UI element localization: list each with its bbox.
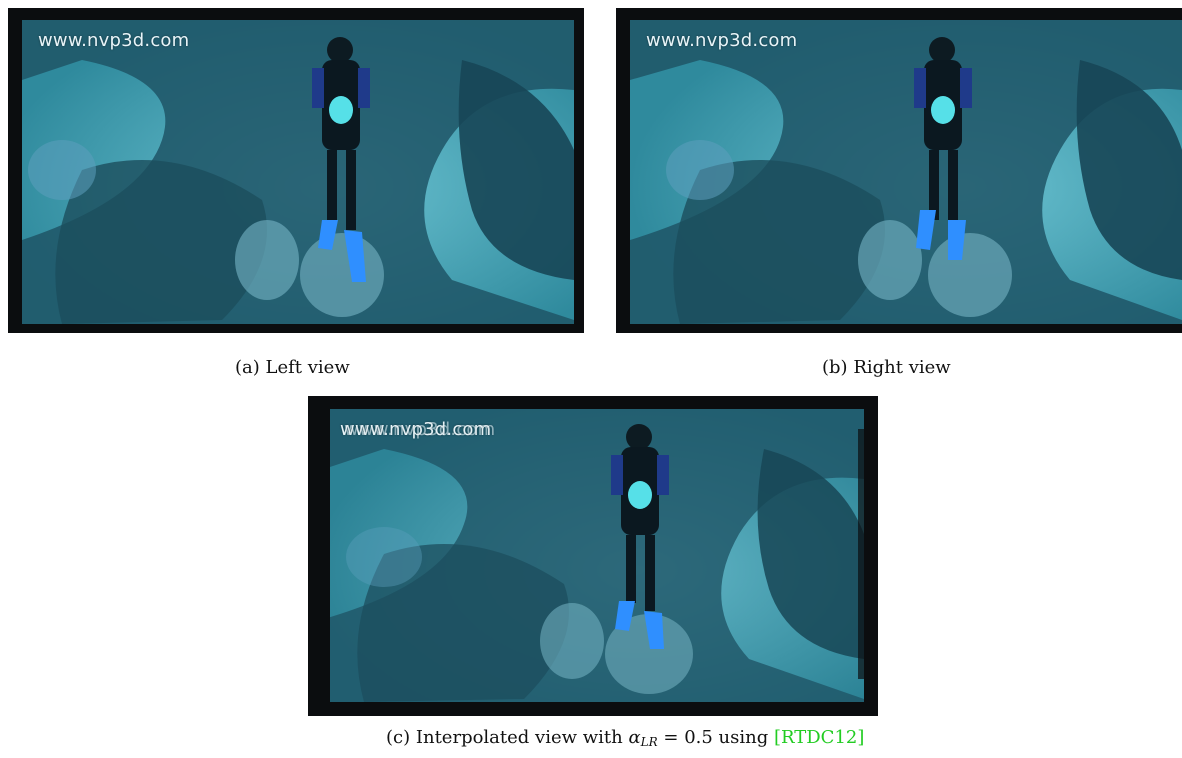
watermark-right: www.nvp3d.com — [646, 30, 798, 51]
diver-scene-right — [630, 20, 1182, 324]
caption-right-view: (b) Right view — [822, 357, 951, 378]
diver-left — [312, 37, 370, 282]
caption-prefix-c: Interpolated view with — [415, 727, 623, 748]
right-view-image: www.nvp3d.com — [616, 8, 1182, 333]
caption-label-c: (c) — [386, 727, 411, 748]
alpha-subscript: LR — [640, 735, 658, 749]
caption-label-a: (a) — [235, 357, 260, 378]
underwater-scene-interpolated: www.nvp3d.com www.nvp3d.com — [324, 409, 864, 702]
underwater-scene-left: www.nvp3d.com — [22, 20, 574, 324]
alpha-value: = 0.5 using — [663, 727, 769, 748]
watermark-interpolated: www.nvp3d.com — [340, 419, 492, 440]
diver-right — [914, 37, 972, 260]
alpha-symbol: α — [628, 727, 641, 748]
underwater-scene-right: www.nvp3d.com — [630, 20, 1182, 324]
diver-interpolated — [611, 424, 669, 649]
caption-text-b: Right view — [853, 357, 951, 378]
watermark-left: www.nvp3d.com — [38, 30, 190, 51]
diver-scene-left — [22, 20, 574, 324]
watermark-interpolated-ghost: www.nvp3d.com — [344, 419, 496, 440]
caption-interpolated-view: (c) Interpolated view with αLR = 0.5 usi… — [386, 727, 864, 749]
citation-link[interactable]: [RTDC12] — [773, 727, 865, 748]
caption-label-b: (b) — [822, 357, 848, 378]
caption-left-view: (a) Left view — [235, 357, 350, 378]
diver-scene-interpolated — [324, 409, 864, 702]
interpolated-view-image: www.nvp3d.com www.nvp3d.com — [308, 396, 878, 716]
alpha-lr-formula: αLR — [628, 727, 658, 749]
left-view-image: www.nvp3d.com — [8, 8, 584, 333]
caption-text-a: Left view — [265, 357, 350, 378]
